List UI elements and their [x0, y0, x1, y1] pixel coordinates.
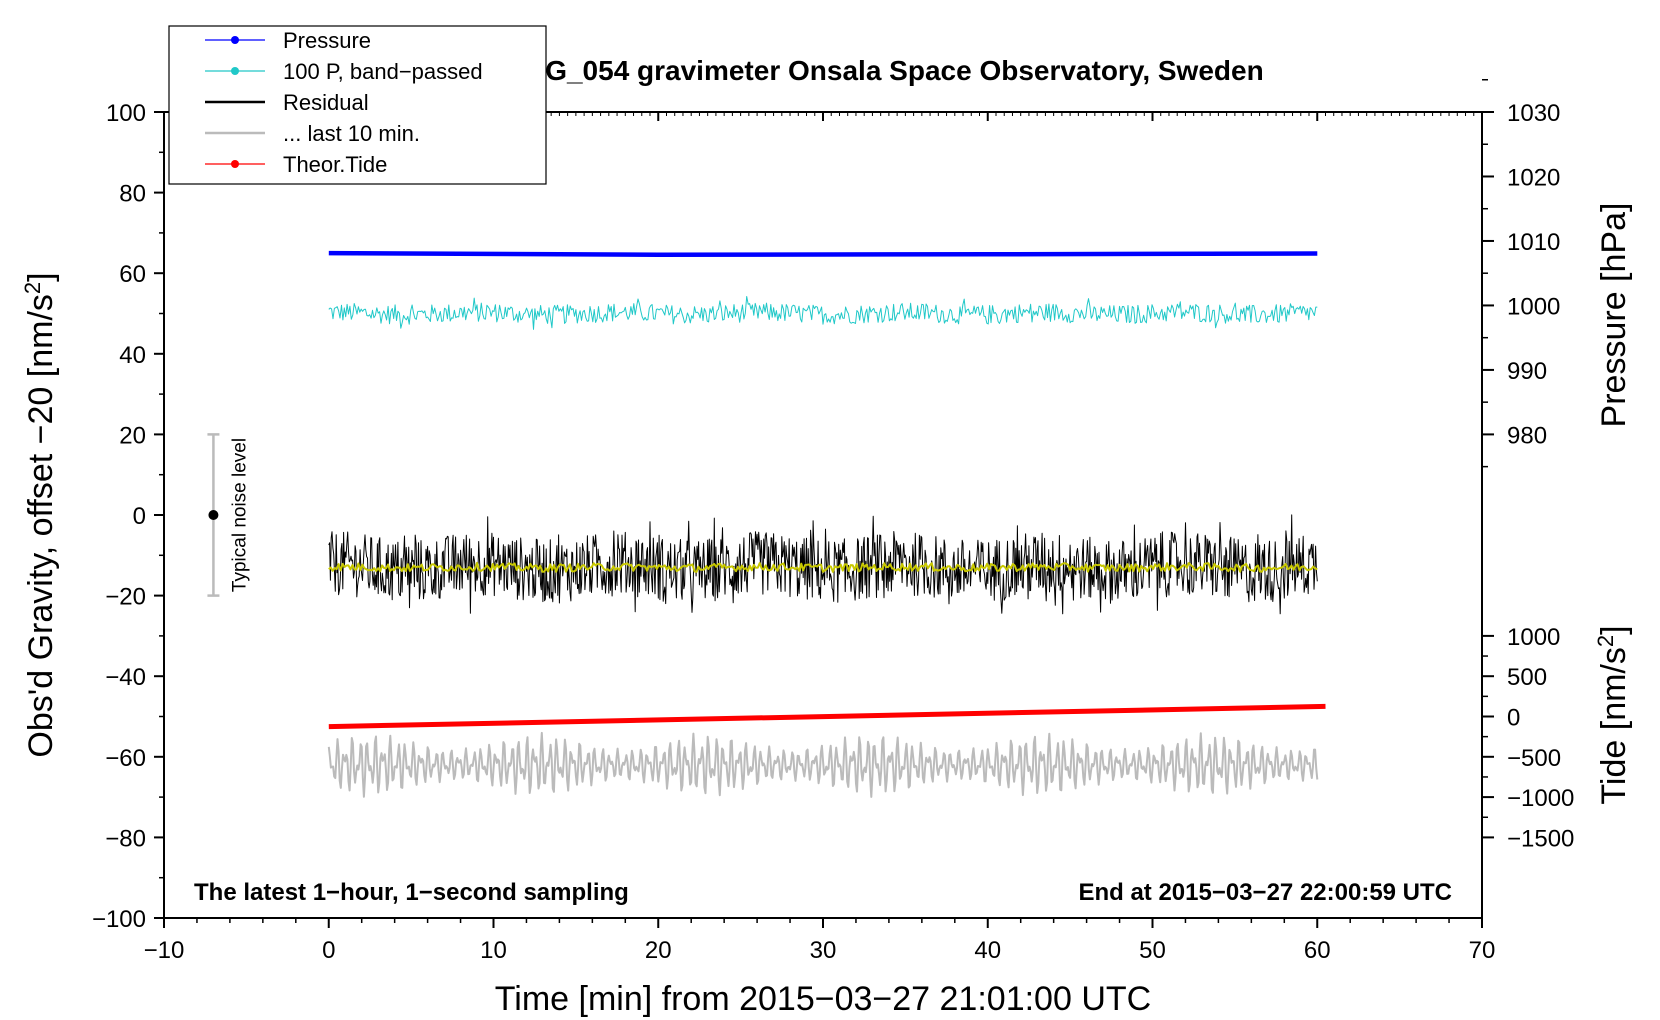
legend-marker — [231, 67, 239, 75]
pressure-tick-label: 1020 — [1507, 164, 1560, 191]
pressure-tick-label: 1010 — [1507, 229, 1560, 256]
legend-label: Theor.Tide — [283, 152, 387, 177]
pressure-tick-label: 980 — [1507, 422, 1547, 449]
y-tick-label: 80 — [119, 181, 146, 208]
tide-axis-label-sup: 2 — [1593, 635, 1618, 647]
legend-label: ... last 10 min. — [283, 121, 420, 146]
series-pressure — [328, 250, 1318, 257]
legend-label: 100 P, band−passed — [283, 59, 483, 84]
chart-title: SCG_054 gravimeter Onsala Space Observat… — [506, 55, 1263, 86]
x-tick-label: 40 — [974, 937, 1001, 964]
axis-layer: −10 0 10 20 30 40 50 60 70−100−80−60−40−20020406… — [92, 79, 1574, 964]
y-tick-label: −100 — [92, 906, 146, 933]
tide-tick-label: −1500 — [1507, 825, 1574, 852]
x-tick-label: 20 — [645, 937, 672, 964]
tide-axis-label-text: Tide [nm/s — [1595, 647, 1633, 804]
series-theor-tide — [328, 703, 1326, 730]
y-axis-label-end: ] — [22, 272, 60, 281]
y-tick-label: −80 — [105, 825, 146, 852]
noise-indicator: Typical noise level — [207, 433, 250, 597]
y-tick-label: 60 — [119, 261, 146, 288]
tide-tick-label: −1000 — [1507, 785, 1574, 812]
series-residual-smoothed — [328, 561, 1318, 573]
y-axis-label: Obs'd Gravity, offset −20 [nm/s2] — [20, 272, 61, 757]
y-tick-label: 20 — [119, 422, 146, 449]
x-tick-label: 30 — [810, 937, 837, 964]
y-tick-label: 40 — [119, 342, 146, 369]
series-100-p-band-passed — [328, 296, 1318, 330]
x-tick-label: −10 — [144, 937, 185, 964]
tide-tick-label: 500 — [1507, 664, 1547, 691]
x-tick-label: 60 — [1304, 937, 1331, 964]
x-tick-label: 0 — [322, 937, 335, 964]
y-tick-label: −60 — [105, 745, 146, 772]
tide-axis-label-end: ] — [1595, 625, 1633, 634]
tide-tick-label: 0 — [1507, 705, 1520, 732]
legend-label: Residual — [283, 90, 369, 115]
series-residual — [328, 514, 1318, 615]
series-last-10-min — [327, 731, 1319, 798]
y-tick-label: −20 — [105, 584, 146, 611]
pressure-tick-label: 1000 — [1507, 293, 1560, 320]
x-tick-label: 10 — [480, 937, 507, 964]
noise-bar-center — [208, 510, 219, 520]
y-tick-label: −40 — [105, 664, 146, 691]
tide-axis-label: Tide [nm/s2] — [1593, 625, 1634, 804]
pressure-tick-label: 990 — [1507, 358, 1547, 385]
y-axis-label-text: Obs'd Gravity, offset −20 [nm/s — [22, 294, 60, 757]
y-tick-label: 100 — [106, 100, 146, 127]
x-tick-label: 50 — [1139, 937, 1166, 964]
series-layer — [327, 250, 1326, 798]
pressure-tick-label: 1030 — [1507, 100, 1560, 127]
legend-marker — [231, 160, 239, 168]
legend: Pressure 100 P, band−passed Residual ... la… — [168, 25, 547, 185]
tide-tick-label: 1000 — [1507, 624, 1560, 651]
annotation-right: End at 2015−03−27 22:00:59 UTC — [1078, 879, 1452, 906]
tide-tick-label: −500 — [1507, 745, 1561, 772]
annotation-left: The latest 1−hour, 1−second sampling — [194, 879, 629, 906]
legend-label: Pressure — [283, 28, 371, 53]
legend-box — [168, 25, 547, 185]
y-tick-label: 0 — [133, 503, 146, 530]
pressure-axis-label: Pressure [hPa] — [1595, 203, 1633, 428]
x-tick-label: 70 — [1469, 937, 1496, 964]
legend-marker — [231, 36, 239, 44]
x-axis-label: Time [min] from 2015−03−27 21:01:00 UTC — [495, 980, 1151, 1018]
y-axis-label-sup: 2 — [20, 282, 45, 294]
noise-bar-label: Typical noise level — [229, 438, 250, 592]
